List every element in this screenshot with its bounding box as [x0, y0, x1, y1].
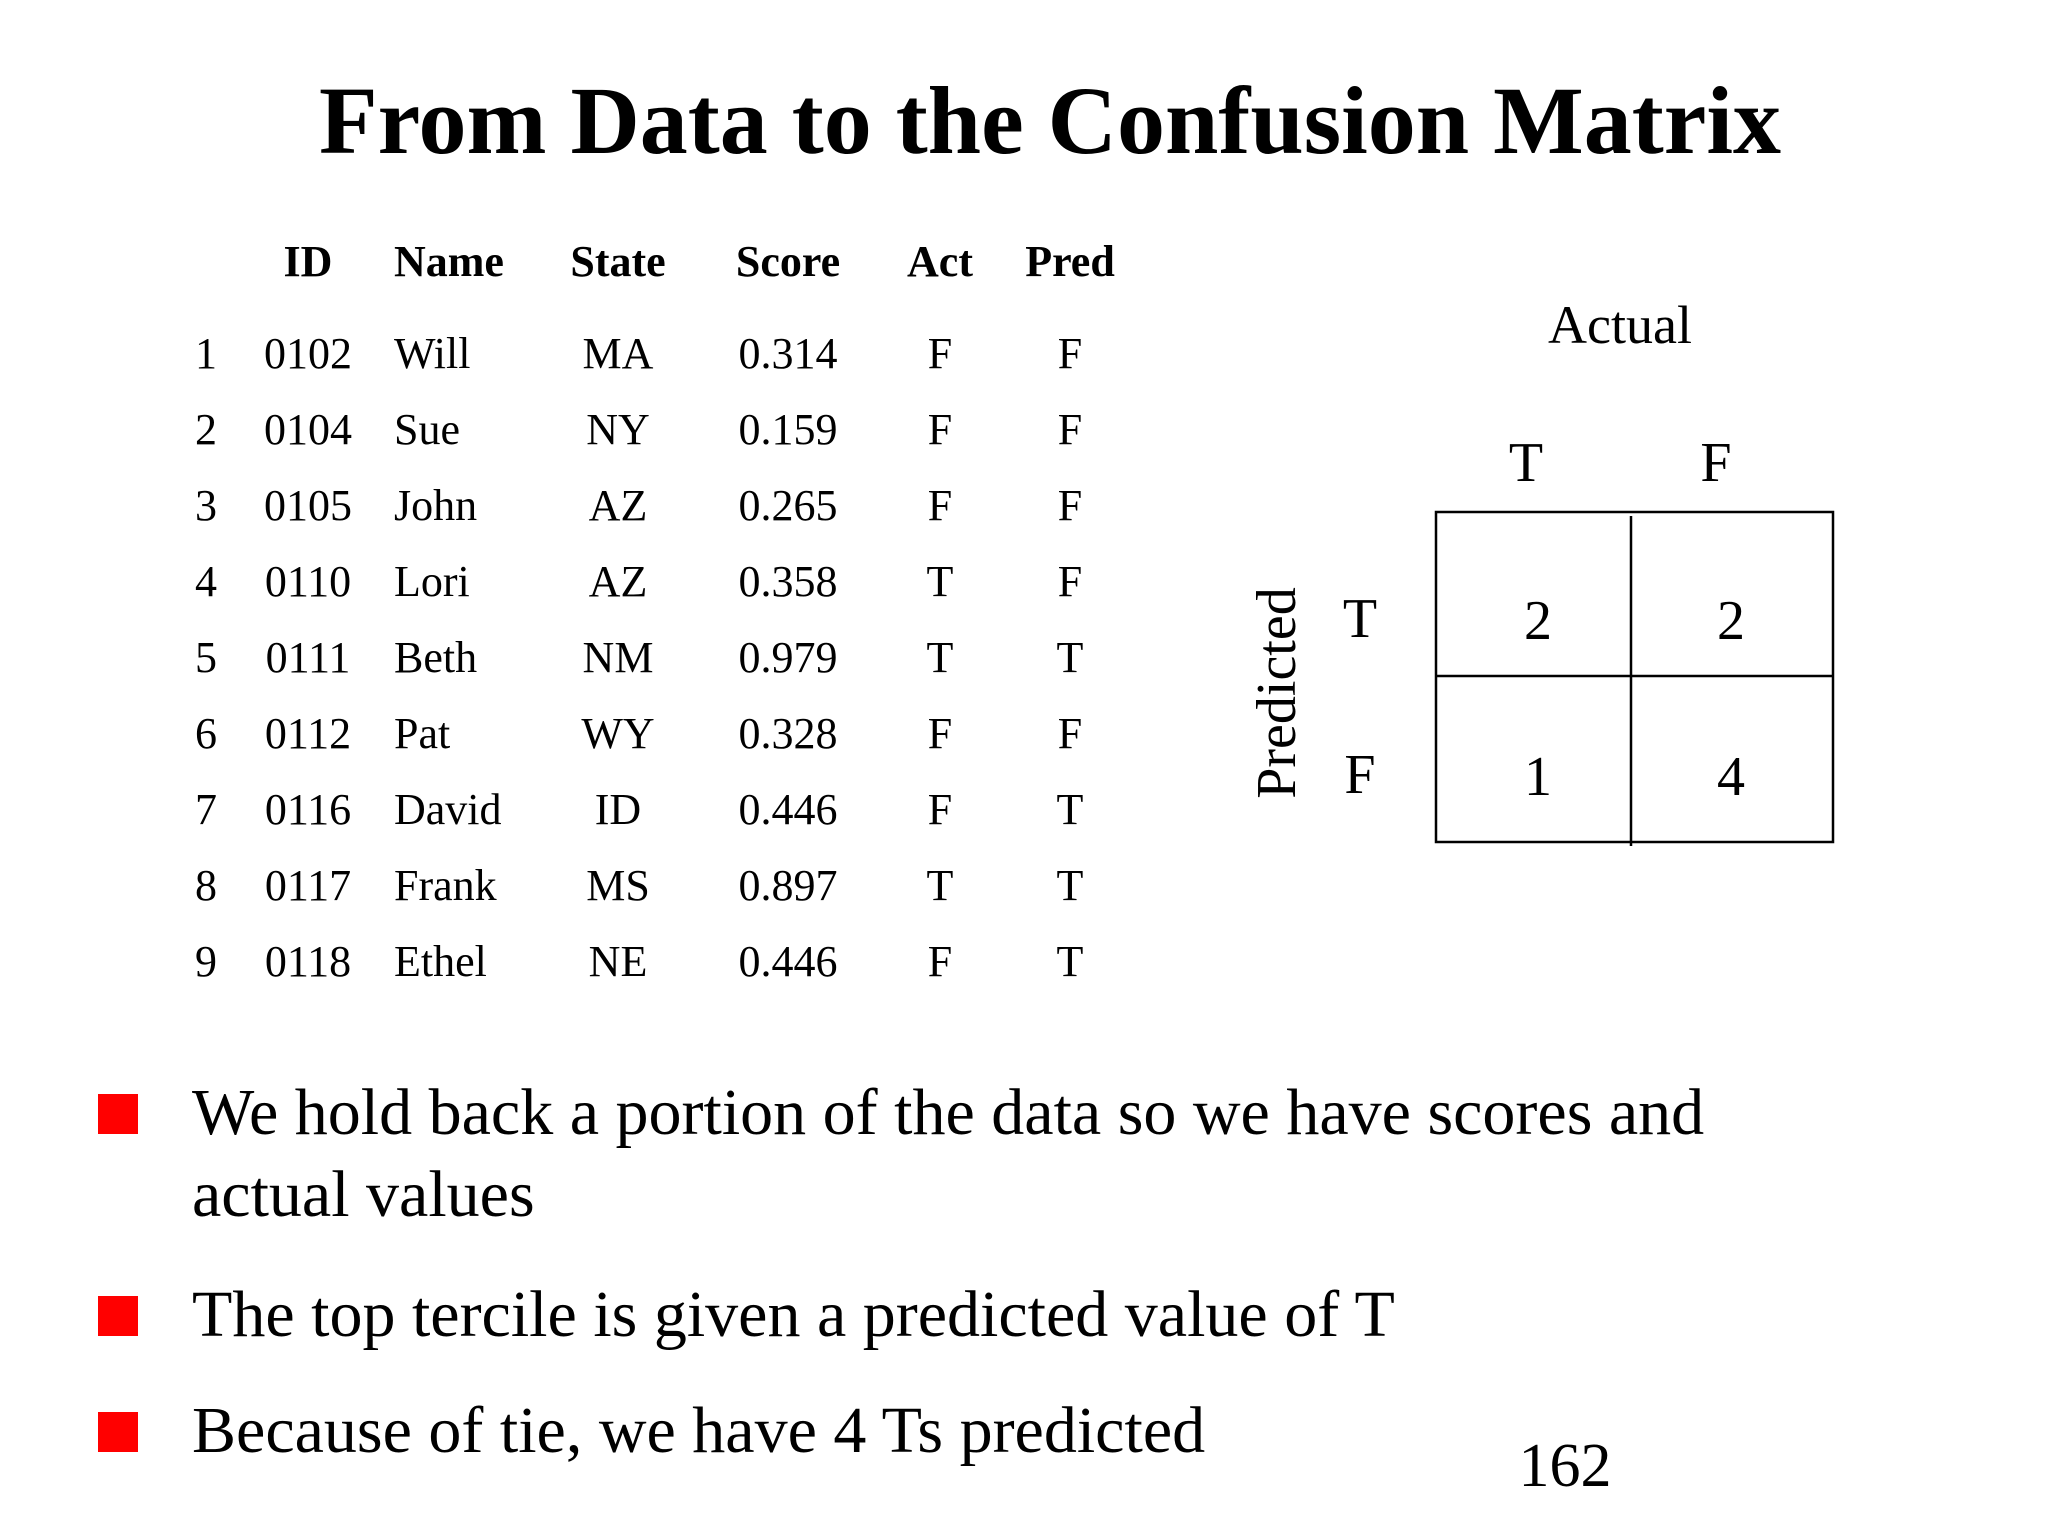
matrix-col-label-t: T: [1508, 432, 1544, 494]
cell-id: 0111: [265, 633, 351, 682]
cell-name: Beth: [394, 633, 478, 682]
header-state: State: [570, 237, 666, 286]
cell-state: AZ: [588, 557, 648, 606]
cell-state: NE: [588, 937, 648, 986]
table-row: 5 0111 Beth NM 0.979 T T: [0, 628, 1200, 688]
cell-id: 0110: [264, 557, 352, 606]
bullet-marker: [98, 1412, 138, 1452]
cell-score: 0.358: [738, 557, 838, 606]
cell-id: 0118: [264, 937, 352, 986]
cell-state: WY: [581, 709, 655, 758]
matrix-cell-ft: 1: [1524, 746, 1552, 808]
cell-state: NY: [586, 405, 650, 454]
bullet-item: We hold back a portion of the data so we…: [192, 1076, 1705, 1231]
matrix-row-label-f: F: [1344, 744, 1376, 806]
cell-score: 0.314: [738, 329, 838, 378]
row-number: 6: [195, 709, 217, 758]
bullet-item: The top tercile is given a predicted val…: [192, 1278, 1395, 1351]
row-number: 9: [195, 937, 217, 986]
cell-pred: F: [1057, 481, 1083, 530]
cell-score: 0.159: [738, 405, 838, 454]
cell-state: MA: [582, 329, 654, 378]
page-number: 162: [1518, 1432, 1612, 1500]
cell-act: F: [927, 329, 953, 378]
cell-id: 0112: [264, 709, 352, 758]
cell-pred: F: [1057, 405, 1083, 454]
cell-score: 0.265: [738, 481, 838, 530]
cell-act: F: [927, 937, 953, 986]
matrix-cell-ff: 4: [1717, 746, 1745, 808]
cell-act: T: [926, 861, 954, 910]
row-number: 3: [195, 481, 217, 530]
table-row: 6 0112 Pat WY 0.328 F F: [0, 704, 1200, 764]
row-number: 5: [195, 633, 217, 682]
cell-state: NM: [582, 633, 654, 682]
matrix-cell-tf: 2: [1717, 590, 1745, 652]
cell-act: F: [927, 785, 953, 834]
matrix-actual-label: Actual: [1548, 295, 1692, 355]
bullet-marker: [98, 1296, 138, 1336]
table-row: 9 0118 Ethel NE 0.446 F T: [0, 932, 1200, 992]
cell-score: 0.446: [738, 785, 838, 834]
row-number: 1: [195, 329, 217, 378]
cell-name: Will: [394, 329, 471, 378]
cell-score: 0.446: [738, 937, 838, 986]
table-row: 4 0110 Lori AZ 0.358 T F: [0, 552, 1200, 612]
cell-score: 0.897: [738, 861, 838, 910]
cell-id: 0104: [264, 405, 352, 454]
header-score: Score: [735, 237, 841, 286]
cell-name: Sue: [394, 405, 460, 454]
cell-pred: F: [1057, 329, 1083, 378]
row-number: 8: [195, 861, 217, 910]
cell-name: John: [394, 481, 478, 530]
cell-name: David: [394, 785, 502, 834]
cell-act: F: [927, 481, 953, 530]
cell-name: Lori: [394, 557, 470, 606]
cell-act: F: [927, 709, 953, 758]
table-row: 2 0104 Sue NY 0.159 F F: [0, 400, 1200, 460]
slide-title: From Data to the Confusion Matrix: [318, 67, 1782, 174]
cell-act: T: [926, 633, 954, 682]
table-row: 7 0116 David ID 0.446 F T: [0, 780, 1200, 840]
header-pred: Pred: [1025, 237, 1115, 286]
cell-pred: F: [1057, 557, 1083, 606]
cell-id: 0116: [264, 785, 352, 834]
bullet-item: Because of tie, we have 4 Ts predicted: [192, 1394, 1206, 1467]
cell-state: AZ: [588, 481, 648, 530]
matrix-cell-tt: 2: [1524, 590, 1552, 652]
cell-pred: T: [1056, 861, 1084, 910]
cell-id: 0102: [264, 329, 352, 378]
bullet-marker: [98, 1094, 138, 1134]
cell-id: 0117: [264, 861, 352, 910]
header-act: Act: [907, 237, 973, 286]
cell-id: 0105: [264, 481, 352, 530]
header-id: ID: [283, 237, 333, 286]
cell-pred: F: [1057, 709, 1083, 758]
cell-act: T: [926, 557, 954, 606]
table-row: 3 0105 John AZ 0.265 F F: [0, 476, 1200, 536]
row-number: 7: [195, 785, 217, 834]
cell-act: F: [927, 405, 953, 454]
cell-name: Frank: [394, 861, 497, 910]
row-number: 4: [195, 557, 217, 606]
row-number: 2: [195, 405, 217, 454]
cell-name: Pat: [394, 709, 451, 758]
cell-state: MS: [586, 861, 650, 910]
cell-score: 0.328: [738, 709, 838, 758]
cell-pred: T: [1056, 633, 1084, 682]
header-name: Name: [394, 237, 504, 286]
table-row: 1 0102 Will MA 0.314 F F: [0, 324, 1200, 384]
cell-name: Ethel: [394, 937, 487, 986]
matrix-row-label-t: T: [1342, 588, 1378, 650]
table-row: 8 0117 Frank MS 0.897 T T: [0, 856, 1200, 916]
cell-pred: T: [1056, 785, 1084, 834]
matrix-col-label-f: F: [1700, 432, 1732, 494]
cell-pred: T: [1056, 937, 1084, 986]
cell-score: 0.979: [738, 633, 838, 682]
cell-state: ID: [594, 785, 642, 834]
